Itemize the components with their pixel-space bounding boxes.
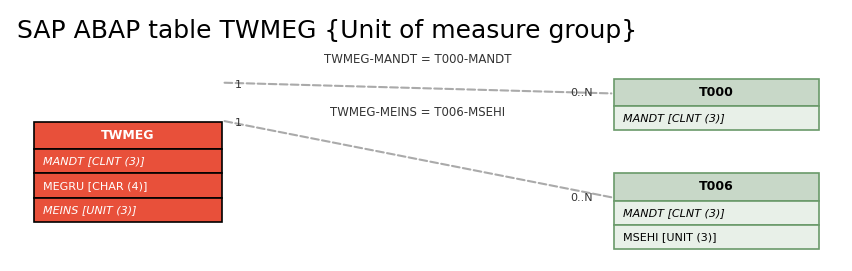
FancyBboxPatch shape xyxy=(613,173,818,201)
Text: MANDT [CLNT (3)]: MANDT [CLNT (3)] xyxy=(622,208,723,218)
Text: MANDT [CLNT (3)]: MANDT [CLNT (3)] xyxy=(0,270,1,271)
Text: MSEHI [UNIT (3)]: MSEHI [UNIT (3)] xyxy=(622,232,716,242)
Text: TWMEG-MEINS = T006-MSEHI: TWMEG-MEINS = T006-MSEHI xyxy=(330,106,505,119)
FancyBboxPatch shape xyxy=(34,173,222,198)
FancyBboxPatch shape xyxy=(613,225,818,249)
Text: 0..N: 0..N xyxy=(569,193,592,203)
FancyBboxPatch shape xyxy=(613,79,818,106)
Text: MEINS [UNIT (3)]: MEINS [UNIT (3)] xyxy=(43,205,136,215)
Text: T006: T006 xyxy=(699,180,733,193)
Text: TWMEG-MANDT = T000-MANDT: TWMEG-MANDT = T000-MANDT xyxy=(324,53,511,66)
FancyBboxPatch shape xyxy=(613,106,818,130)
Text: 1: 1 xyxy=(234,118,241,128)
Text: MANDT [CLNT (3)]: MANDT [CLNT (3)] xyxy=(0,270,1,271)
Text: SAP ABAP table TWMEG {Unit of measure group}: SAP ABAP table TWMEG {Unit of measure gr… xyxy=(17,19,636,43)
Text: MANDT [CLNT (3)]: MANDT [CLNT (3)] xyxy=(622,113,723,123)
Text: TWMEG: TWMEG xyxy=(101,129,154,142)
FancyBboxPatch shape xyxy=(34,122,222,149)
Text: MEGRU [CHAR (4)]: MEGRU [CHAR (4)] xyxy=(43,181,147,191)
Text: MEINS [UNIT (3)]: MEINS [UNIT (3)] xyxy=(0,270,1,271)
Text: 0..N: 0..N xyxy=(569,89,592,98)
FancyBboxPatch shape xyxy=(34,149,222,173)
Text: 1: 1 xyxy=(234,80,241,90)
Text: MANDT [CLNT (3)]: MANDT [CLNT (3)] xyxy=(43,156,144,166)
FancyBboxPatch shape xyxy=(34,198,222,222)
Text: MANDT [CLNT (3)]: MANDT [CLNT (3)] xyxy=(0,270,1,271)
FancyBboxPatch shape xyxy=(613,201,818,225)
Text: T000: T000 xyxy=(699,86,733,99)
